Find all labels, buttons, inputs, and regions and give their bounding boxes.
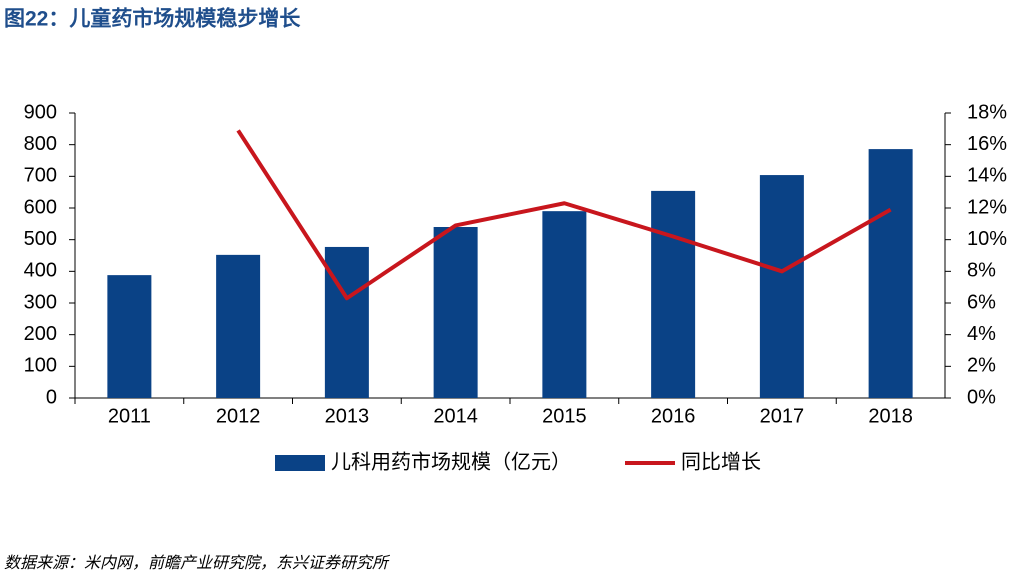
legend-label: 同比增长: [681, 450, 761, 473]
bar: [651, 190, 696, 398]
x-tick-label: 2015: [542, 405, 587, 427]
bar: [324, 246, 369, 398]
y-tick-label: 900: [24, 101, 57, 123]
chart-title: 图22：儿童药市场规模稳步增长: [4, 7, 301, 31]
x-tick-label: 2018: [868, 405, 913, 427]
y2-tick-label: 10%: [967, 228, 1007, 250]
y2-tick-label: 12%: [967, 196, 1007, 218]
bar: [542, 211, 587, 398]
bar: [868, 149, 913, 398]
x-tick-label: 2011: [108, 405, 151, 427]
x-tick-label: 2017: [760, 405, 805, 427]
y2-tick-label: 14%: [967, 165, 1007, 187]
y-tick-label: 500: [24, 228, 57, 250]
x-tick-label: 2014: [433, 405, 478, 427]
y-tick-label: 600: [24, 196, 57, 218]
bar: [216, 254, 261, 398]
y2-tick-label: 0%: [967, 386, 996, 408]
bar: [759, 175, 804, 398]
y-tick-label: 800: [24, 133, 57, 155]
bar: [107, 275, 152, 398]
y2-tick-label: 4%: [967, 323, 996, 345]
y-tick-label: 0: [46, 386, 57, 408]
legend-label: 儿科用药市场规模（亿元）: [331, 450, 571, 473]
y-tick-label: 200: [24, 323, 57, 345]
legend-swatch: [275, 455, 325, 471]
y-tick-label: 700: [24, 165, 57, 187]
y-tick-label: 300: [24, 291, 57, 313]
y2-tick-label: 18%: [967, 101, 1007, 123]
y2-tick-label: 8%: [967, 260, 996, 282]
y2-tick-label: 6%: [967, 291, 996, 313]
bar: [433, 227, 478, 398]
x-tick-label: 2013: [325, 405, 370, 427]
y-tick-label: 100: [24, 355, 57, 377]
y-tick-label: 400: [24, 260, 57, 282]
source-note: 数据来源：米内网，前瞻产业研究院，东兴证券研究所: [4, 554, 391, 572]
x-tick-label: 2012: [216, 405, 261, 427]
line: [236, 129, 892, 301]
y2-tick-label: 16%: [967, 133, 1007, 155]
x-tick-label: 2016: [651, 405, 696, 427]
y2-tick-label: 2%: [967, 355, 996, 377]
